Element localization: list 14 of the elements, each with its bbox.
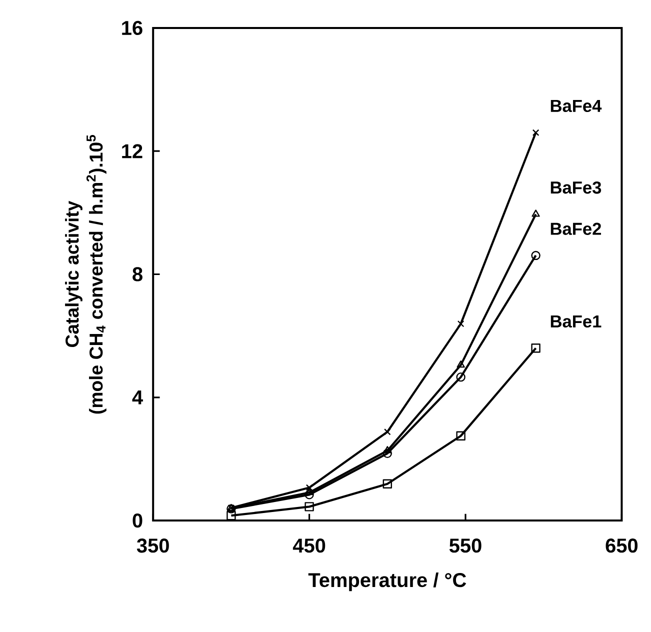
- y-tick-label: 12: [122, 144, 142, 158]
- y-tick-label: 0: [132, 513, 142, 528]
- series-label: BaFe1: [550, 315, 602, 328]
- series-label: BaFe2: [550, 222, 602, 235]
- x-tick-label: 650: [606, 538, 638, 553]
- series-label: BaFe4: [550, 100, 602, 112]
- series-label: BaFe3: [550, 181, 602, 194]
- x-tick-label: 350: [136, 538, 169, 553]
- x-tick-label: 550: [449, 538, 482, 553]
- x-tick-label: 450: [292, 538, 326, 553]
- y-tick-label: 16: [122, 20, 142, 35]
- y-tick-label: 8: [132, 267, 142, 282]
- x-axis-title: Temperature / °C: [308, 572, 466, 591]
- y-tick-label: 4: [132, 390, 143, 404]
